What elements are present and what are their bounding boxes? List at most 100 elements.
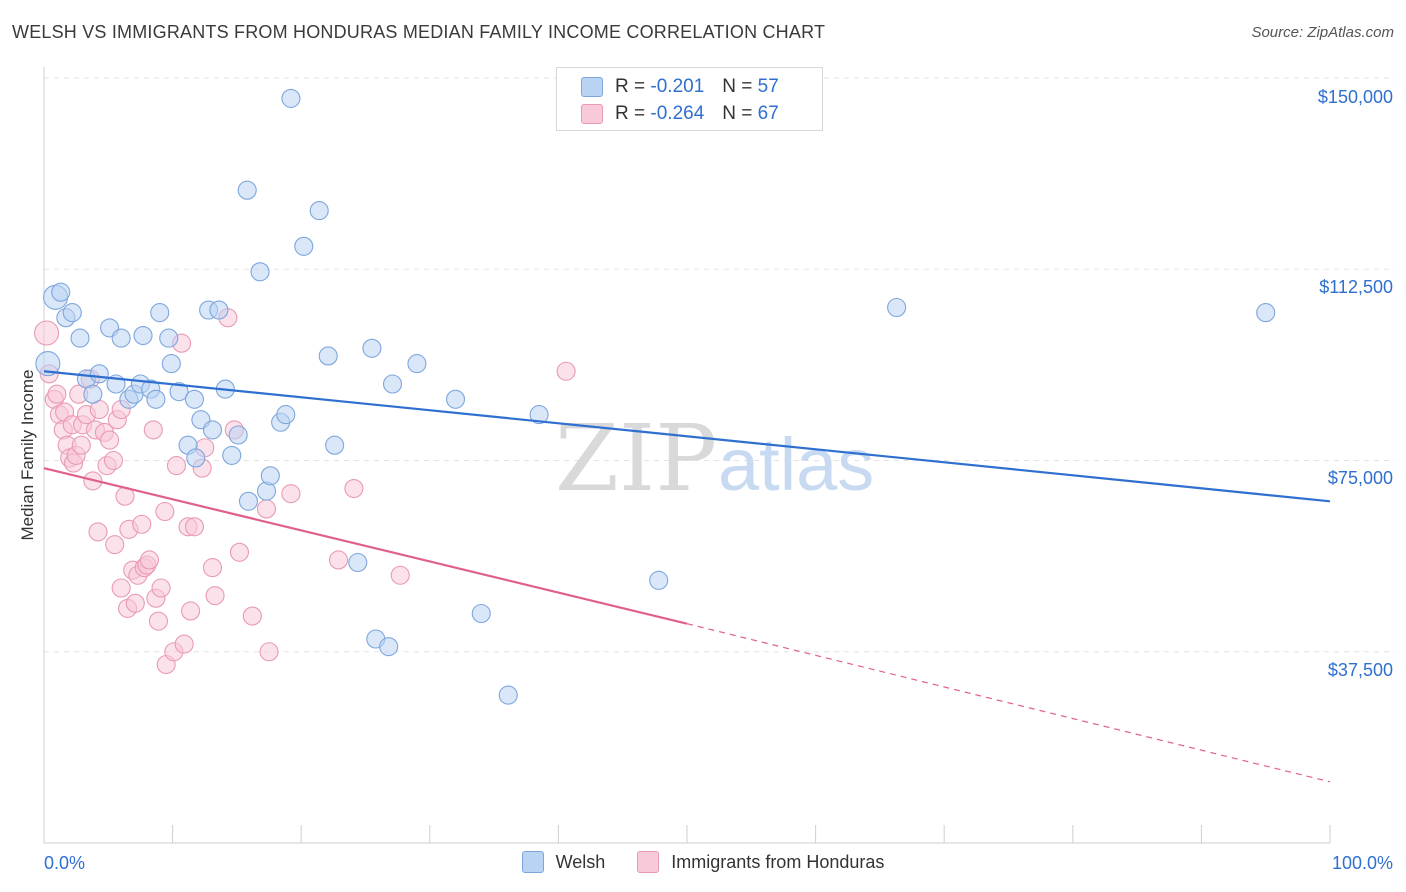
data-point bbox=[181, 601, 201, 621]
legend-item-welsh[interactable]: Welsh bbox=[521, 851, 605, 873]
data-point bbox=[89, 364, 109, 384]
data-point bbox=[887, 297, 907, 318]
data-point bbox=[1256, 303, 1276, 323]
source-credit: Source: ZipAtlas.com bbox=[1251, 24, 1394, 41]
honduras-points bbox=[34, 308, 576, 675]
data-point bbox=[209, 300, 229, 320]
data-point bbox=[318, 346, 338, 366]
data-point bbox=[139, 550, 160, 570]
data-point bbox=[276, 405, 296, 425]
data-point bbox=[125, 593, 145, 613]
data-point bbox=[379, 637, 399, 657]
y-tick-label: $75,000 bbox=[1327, 468, 1393, 488]
data-point bbox=[556, 361, 576, 381]
data-point bbox=[184, 517, 205, 537]
data-point bbox=[202, 558, 223, 578]
data-point bbox=[155, 501, 175, 522]
trend-line-honduras bbox=[43, 467, 688, 625]
data-point bbox=[184, 389, 205, 409]
data-point bbox=[71, 435, 91, 455]
data-point bbox=[238, 491, 259, 511]
data-point bbox=[205, 586, 225, 606]
data-point bbox=[51, 282, 71, 302]
trend-lines bbox=[43, 370, 1331, 783]
data-point bbox=[202, 420, 223, 440]
data-point bbox=[133, 325, 153, 346]
watermark-zip: ZIP bbox=[555, 405, 717, 512]
data-point bbox=[83, 384, 103, 404]
data-point bbox=[325, 435, 345, 455]
data-point bbox=[100, 430, 120, 450]
axes bbox=[43, 67, 1331, 844]
data-point bbox=[348, 552, 368, 573]
data-point bbox=[62, 303, 82, 323]
x-tick-label-min: 0.0% bbox=[44, 853, 86, 873]
legend-r-value: -0.201 bbox=[650, 76, 705, 97]
data-point bbox=[161, 354, 181, 374]
data-point bbox=[390, 565, 410, 585]
trend-line-welsh bbox=[43, 370, 1331, 503]
data-point bbox=[259, 642, 279, 662]
data-point bbox=[445, 389, 466, 409]
data-point bbox=[132, 514, 152, 534]
legend-r-label: R = bbox=[615, 76, 646, 97]
data-point bbox=[471, 603, 491, 624]
y-tick-label: $37,500 bbox=[1327, 660, 1393, 680]
trend-line-honduras-extension bbox=[686, 623, 1331, 783]
data-point bbox=[242, 606, 262, 626]
data-point bbox=[111, 328, 131, 348]
legend-r-label: R = bbox=[615, 103, 646, 124]
legend-row-welsh: R = -0.201 N = 57 bbox=[581, 75, 779, 99]
legend-n-value: 67 bbox=[757, 103, 779, 124]
data-point bbox=[649, 570, 669, 590]
legend-row-honduras: R = -0.264 N = 67 bbox=[581, 102, 779, 126]
data-point bbox=[407, 354, 427, 374]
chart-title: WELSH VS IMMIGRANTS FROM HONDURAS MEDIAN… bbox=[12, 22, 826, 42]
series-legend: Welsh Immigrants from Honduras bbox=[0, 851, 1406, 873]
data-point bbox=[328, 550, 349, 570]
data-point bbox=[228, 425, 248, 445]
legend-n-value: 57 bbox=[757, 76, 779, 97]
data-point bbox=[260, 466, 280, 486]
welsh-swatch bbox=[521, 851, 544, 873]
data-point bbox=[281, 88, 301, 108]
data-point bbox=[256, 499, 277, 519]
legend-label-honduras: Immigrants from Honduras bbox=[671, 851, 885, 872]
data-point bbox=[498, 685, 518, 705]
data-point bbox=[103, 450, 123, 471]
legend-n-label: N = bbox=[722, 76, 753, 97]
data-point bbox=[362, 338, 382, 358]
data-point bbox=[105, 535, 125, 555]
data-point bbox=[111, 578, 131, 598]
data-point bbox=[146, 389, 166, 409]
data-point bbox=[166, 456, 187, 476]
watermark-atlas: atlas bbox=[718, 423, 874, 506]
data-point bbox=[169, 382, 189, 402]
data-point bbox=[88, 522, 108, 542]
data-point bbox=[148, 611, 169, 631]
y-tick-label: $112,500 bbox=[1319, 277, 1393, 297]
welsh-swatch bbox=[581, 77, 603, 97]
data-point bbox=[159, 328, 179, 348]
data-point bbox=[47, 384, 67, 404]
data-point bbox=[382, 374, 403, 394]
data-point bbox=[229, 542, 250, 562]
data-point bbox=[151, 578, 171, 598]
legend-n-label: N = bbox=[722, 103, 753, 124]
data-point bbox=[294, 236, 314, 256]
watermark: ZIP atlas bbox=[555, 405, 874, 512]
x-tick-label-max: 100.0% bbox=[1331, 853, 1393, 873]
legend-item-honduras[interactable]: Immigrants from Honduras bbox=[637, 851, 884, 873]
data-point bbox=[143, 420, 163, 440]
data-point bbox=[281, 484, 301, 504]
data-point bbox=[237, 180, 257, 200]
data-point bbox=[222, 445, 242, 465]
data-point bbox=[150, 303, 170, 323]
honduras-swatch bbox=[581, 104, 603, 124]
legend-r-value: -0.264 bbox=[650, 103, 705, 124]
data-point bbox=[344, 478, 364, 499]
data-point bbox=[34, 320, 60, 346]
data-point bbox=[70, 328, 90, 348]
data-point bbox=[309, 201, 329, 221]
